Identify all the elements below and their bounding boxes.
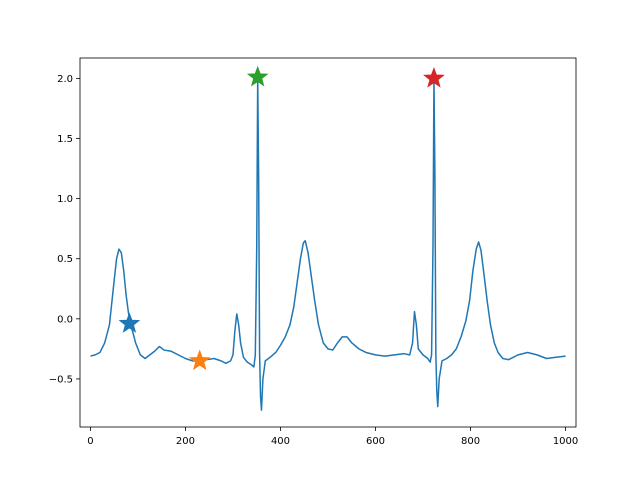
y-axis: −0.5 0.0 0.5 1.0 1.5 2.0 — [49, 74, 80, 385]
y-tick-label: 1.5 — [57, 134, 73, 145]
star-marker-3 — [246, 65, 269, 87]
x-tick-label: 1000 — [553, 436, 578, 447]
x-axis: 0 200 400 600 800 1000 — [87, 427, 578, 447]
y-tick-label: 2.0 — [57, 74, 73, 85]
y-tick-label: 0.0 — [57, 314, 73, 325]
y-tick-label: −0.5 — [49, 374, 73, 385]
y-tick-label: 1.0 — [57, 194, 73, 205]
star-marker-1 — [118, 312, 141, 333]
x-tick-label: 0 — [87, 436, 93, 447]
y-tick-label: 0.5 — [57, 254, 73, 265]
x-tick-label: 800 — [461, 436, 480, 447]
x-tick-label: 200 — [176, 436, 195, 447]
star-marker-2 — [188, 349, 211, 371]
x-tick-label: 400 — [271, 436, 290, 447]
series-line — [90, 77, 566, 411]
axes-frame — [79, 57, 577, 428]
plot-area — [90, 65, 566, 411]
x-tick-label: 600 — [366, 436, 385, 447]
star-marker-4 — [423, 67, 445, 88]
